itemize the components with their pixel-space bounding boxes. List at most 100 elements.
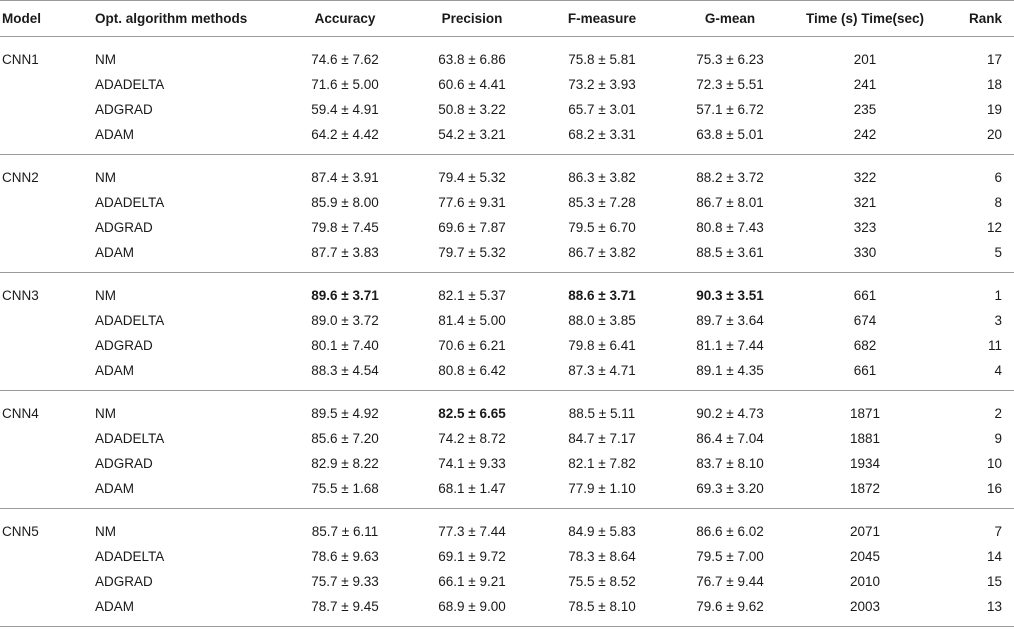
cell-gmean: 90.2 ± 4.73	[696, 406, 764, 421]
cell-precision: 80.8 ± 6.42	[438, 363, 506, 378]
cell-accuracy: 87.7 ± 3.83	[311, 245, 379, 260]
table-row: ADADELTA 89.0 ± 3.72 81.4 ± 5.00 88.0 ± 3.8…	[0, 308, 1014, 333]
cell-time: 322	[853, 170, 877, 185]
cell-method: ADGRAD	[95, 574, 153, 589]
cell-accuracy: 75.5 ± 1.68	[311, 481, 379, 496]
table-row: ADGRAD 59.4 ± 4.91 50.8 ± 3.22 65.7 ± 3.01 5…	[0, 97, 1014, 122]
cell-gmean: 90.3 ± 3.51	[696, 288, 764, 303]
table-row: ADAM 87.7 ± 3.83 79.7 ± 5.32 86.7 ± 3.82 88.…	[0, 240, 1014, 265]
cell-accuracy: 82.9 ± 8.22	[311, 456, 379, 471]
cell-model: CNN3	[2, 288, 39, 303]
cell-precision: 69.1 ± 9.72	[438, 549, 506, 564]
cell-precision: 54.2 ± 3.21	[438, 127, 506, 142]
table-row: CNN5 NM 85.7 ± 6.11 77.3 ± 7.44 84.9 ± 5.83 8…	[0, 519, 1014, 544]
cell-rank: 19	[986, 102, 1002, 117]
table-row: ADAM 64.2 ± 4.42 54.2 ± 3.21 68.2 ± 3.31 63.…	[0, 122, 1014, 147]
cell-method: NM	[95, 288, 116, 303]
cell-method: NM	[95, 406, 116, 421]
cell-method: NM	[95, 524, 116, 539]
header-model: Model	[2, 11, 41, 26]
cell-rank: 10	[986, 456, 1002, 471]
table-header: Model Opt. algorithm methods Accuracy Pr…	[0, 0, 1014, 37]
cell-gmean: 63.8 ± 5.01	[696, 127, 764, 142]
cell-time: 674	[853, 313, 877, 328]
cell-rank: 15	[986, 574, 1002, 589]
cell-time: 330	[853, 245, 877, 260]
cell-rank: 3	[994, 313, 1002, 328]
cell-fmeasure: 82.1 ± 7.82	[568, 456, 636, 471]
header-method: Opt. algorithm methods	[95, 11, 248, 26]
model-group: CNN5 NM 85.7 ± 6.11 77.3 ± 7.44 84.9 ± 5.83 8…	[0, 509, 1014, 627]
table-row: ADADELTA 78.6 ± 9.63 69.1 ± 9.72 78.3 ± 8.6…	[0, 544, 1014, 569]
cell-time: 201	[853, 52, 877, 67]
cell-fmeasure: 86.7 ± 3.82	[568, 245, 636, 260]
cell-gmean: 88.2 ± 3.72	[696, 170, 764, 185]
table-body: CNN1 NM 74.6 ± 7.62 63.8 ± 6.86 75.8 ± 5.81 7…	[0, 37, 1014, 627]
cell-fmeasure: 75.8 ± 5.81	[568, 52, 636, 67]
cell-time: 241	[853, 77, 877, 92]
cell-rank: 16	[986, 481, 1002, 496]
cell-accuracy: 59.4 ± 4.91	[311, 102, 379, 117]
cell-rank: 13	[986, 599, 1002, 614]
cell-rank: 14	[986, 549, 1002, 564]
cell-method: ADADELTA	[95, 431, 165, 446]
cell-accuracy: 89.6 ± 3.71	[311, 288, 379, 303]
table-row: ADAM 88.3 ± 4.54 80.8 ± 6.42 87.3 ± 4.71 89.…	[0, 358, 1014, 383]
cell-gmean: 57.1 ± 6.72	[696, 102, 764, 117]
cell-time: 661	[853, 288, 877, 303]
cell-model: CNN5	[2, 524, 39, 539]
cell-gmean: 76.7 ± 9.44	[696, 574, 764, 589]
cell-precision: 81.4 ± 5.00	[438, 313, 506, 328]
cell-precision: 60.6 ± 4.41	[438, 77, 506, 92]
cell-time: 2071	[849, 524, 881, 539]
cell-accuracy: 85.9 ± 8.00	[311, 195, 379, 210]
table-row: ADADELTA 71.6 ± 5.00 60.6 ± 4.41 73.2 ± 3.9…	[0, 72, 1014, 97]
cell-method: ADGRAD	[95, 102, 153, 117]
cell-precision: 50.8 ± 3.22	[438, 102, 506, 117]
header-gmean: G-mean	[704, 11, 756, 26]
cell-time: 1881	[849, 431, 881, 446]
cell-model: CNN1	[2, 52, 39, 67]
cell-time: 2003	[849, 599, 881, 614]
cell-accuracy: 75.7 ± 9.33	[311, 574, 379, 589]
header-precision: Precision	[441, 11, 503, 26]
cell-gmean: 80.8 ± 7.43	[696, 220, 764, 235]
cell-method: ADAM	[95, 363, 135, 378]
cell-method: NM	[95, 52, 116, 67]
model-group: CNN3 NM 89.6 ± 3.71 82.1 ± 5.37 88.6 ± 3.71 9…	[0, 273, 1014, 391]
cell-accuracy: 87.4 ± 3.91	[311, 170, 379, 185]
cell-fmeasure: 78.3 ± 8.64	[568, 549, 636, 564]
cell-precision: 77.3 ± 7.44	[438, 524, 506, 539]
cell-fmeasure: 73.2 ± 3.93	[568, 77, 636, 92]
table-row: CNN3 NM 89.6 ± 3.71 82.1 ± 5.37 88.6 ± 3.71 9…	[0, 283, 1014, 308]
table-row: CNN4 NM 89.5 ± 4.92 82.5 ± 6.65 88.5 ± 5.11 9…	[0, 401, 1014, 426]
cell-gmean: 86.6 ± 6.02	[696, 524, 764, 539]
cell-fmeasure: 79.8 ± 6.41	[568, 338, 636, 353]
cell-rank: 7	[994, 524, 1002, 539]
header-accuracy: Accuracy	[314, 11, 376, 26]
cell-accuracy: 64.2 ± 4.42	[311, 127, 379, 142]
cell-gmean: 79.6 ± 9.62	[696, 599, 764, 614]
table-row: ADADELTA 85.9 ± 8.00 77.6 ± 9.31 85.3 ± 7.2…	[0, 190, 1014, 215]
cell-gmean: 81.1 ± 7.44	[696, 338, 764, 353]
cell-rank: 5	[994, 245, 1002, 260]
model-group: CNN4 NM 89.5 ± 4.92 82.5 ± 6.65 88.5 ± 5.11 9…	[0, 391, 1014, 509]
cell-fmeasure: 78.5 ± 8.10	[568, 599, 636, 614]
table-row: CNN2 NM 87.4 ± 3.91 79.4 ± 5.32 86.3 ± 3.82 8…	[0, 165, 1014, 190]
cell-method: NM	[95, 170, 116, 185]
cell-fmeasure: 84.9 ± 5.83	[568, 524, 636, 539]
cell-method: ADADELTA	[95, 195, 165, 210]
cell-precision: 68.1 ± 1.47	[438, 481, 506, 496]
cell-fmeasure: 75.5 ± 8.52	[568, 574, 636, 589]
cell-method: ADADELTA	[95, 549, 165, 564]
cell-precision: 77.6 ± 9.31	[438, 195, 506, 210]
cell-accuracy: 85.7 ± 6.11	[311, 524, 379, 539]
cell-precision: 68.9 ± 9.00	[438, 599, 506, 614]
cell-fmeasure: 88.0 ± 3.85	[568, 313, 636, 328]
cell-rank: 1	[994, 288, 1002, 303]
cell-fmeasure: 88.6 ± 3.71	[568, 288, 636, 303]
cell-precision: 74.2 ± 8.72	[438, 431, 506, 446]
cell-gmean: 89.1 ± 4.35	[696, 363, 764, 378]
cell-accuracy: 78.6 ± 9.63	[311, 549, 379, 564]
